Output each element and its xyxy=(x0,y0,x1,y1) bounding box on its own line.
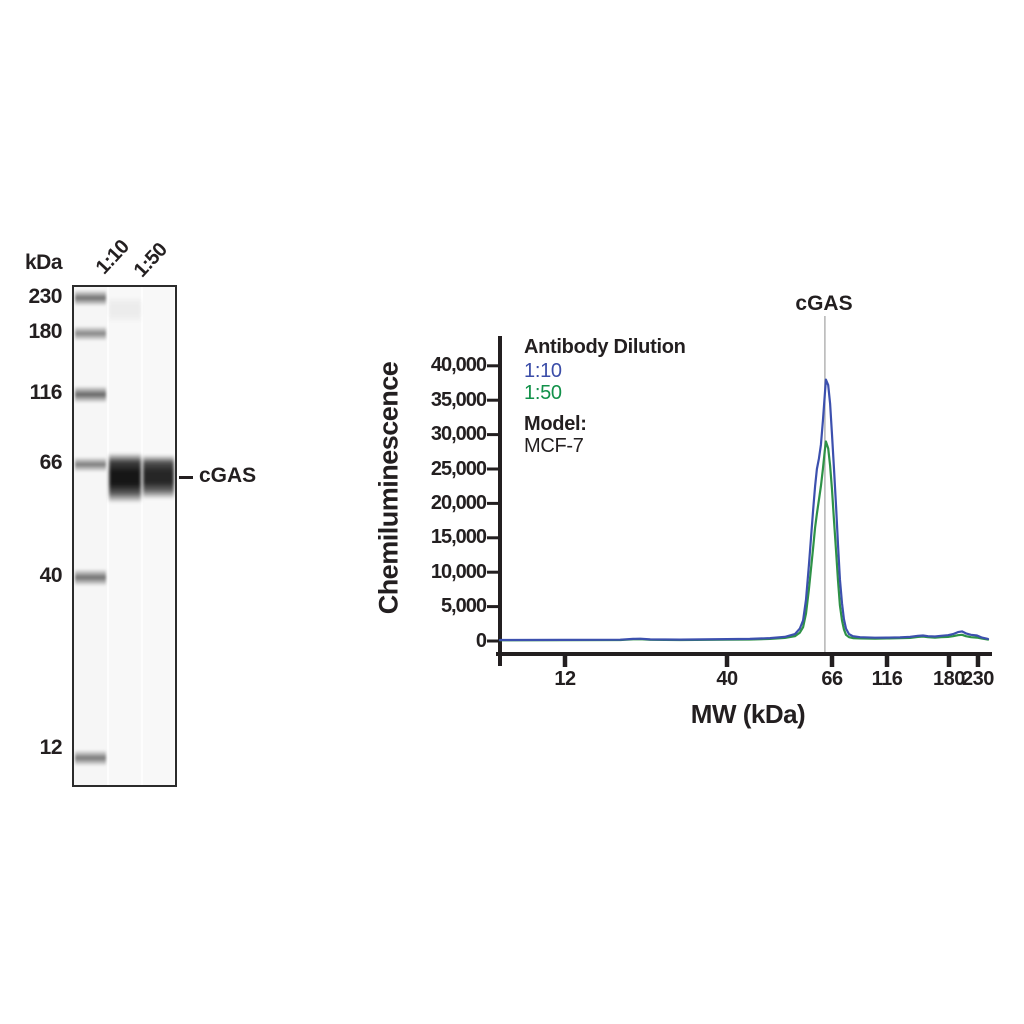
legend-title: Antibody Dilution xyxy=(524,336,686,358)
legend-model-label: Model: xyxy=(524,413,587,435)
y-tick-label-5000: 5,000 xyxy=(440,595,487,618)
x-tick-label-12: 12 xyxy=(554,668,576,690)
protein-band-lane-1:10 xyxy=(109,297,141,323)
cgas-band-pointer xyxy=(179,476,193,479)
y-tick-label-30000: 30,000 xyxy=(430,423,487,446)
cgas-band-label: cGAS xyxy=(199,464,257,487)
mw-marker-12: 12 xyxy=(39,736,63,759)
y-tick-label-35000: 35,000 xyxy=(430,388,487,411)
legend-entry-1-50: 1:50 xyxy=(524,382,562,404)
chart-legend: Antibody Dilution 1:10 1:50 Model: MCF-7 xyxy=(524,336,686,457)
sample-lane-1-10 xyxy=(109,287,141,785)
x-tick-label-230: 230 xyxy=(962,668,994,690)
x-tick-label-40: 40 xyxy=(716,668,738,690)
kda-unit-label: kDa xyxy=(25,251,63,274)
series-line-1-50 xyxy=(498,440,990,642)
ladder-band-66 xyxy=(75,456,106,472)
mw-marker-180: 180 xyxy=(28,320,62,343)
mw-marker-66: 66 xyxy=(39,451,63,474)
y-axis-title: Chemiluminescence xyxy=(373,361,404,615)
y-tick-label-20000: 20,000 xyxy=(430,491,487,514)
legend-model-value: MCF-7 xyxy=(524,435,584,457)
protein-band-lane-1:10 xyxy=(109,453,141,503)
western-blot-image xyxy=(72,285,177,787)
ladder-band-40 xyxy=(75,568,106,586)
ladder-band-12 xyxy=(75,750,106,766)
x-tick-label-66: 66 xyxy=(821,668,843,690)
sample-lane-1-50 xyxy=(143,287,174,785)
mw-marker-116: 116 xyxy=(29,381,63,404)
x-axis-title: MW (kDa) xyxy=(690,699,806,729)
y-tick-label-10000: 10,000 xyxy=(430,560,487,583)
y-tick-label-0: 0 xyxy=(475,629,487,652)
x-tick-label-180: 180 xyxy=(933,668,965,690)
ladder-band-116 xyxy=(75,385,106,403)
ladder-band-230 xyxy=(75,290,106,306)
mw-marker-40: 40 xyxy=(39,564,63,587)
ladder-lane xyxy=(74,287,107,785)
ladder-band-180 xyxy=(75,325,106,341)
protein-band-lane-1:50 xyxy=(143,455,174,499)
chart-peak-title: cGAS xyxy=(795,292,853,315)
mw-marker-230: 230 xyxy=(28,285,62,308)
y-tick-label-25000: 25,000 xyxy=(430,457,487,480)
x-tick-label-116: 116 xyxy=(871,668,903,690)
series-line-1-10 xyxy=(498,378,990,642)
y-tick-label-40000: 40,000 xyxy=(430,354,487,377)
y-tick-label-15000: 15,000 xyxy=(430,526,487,549)
legend-entry-1-10: 1:10 xyxy=(524,360,562,382)
